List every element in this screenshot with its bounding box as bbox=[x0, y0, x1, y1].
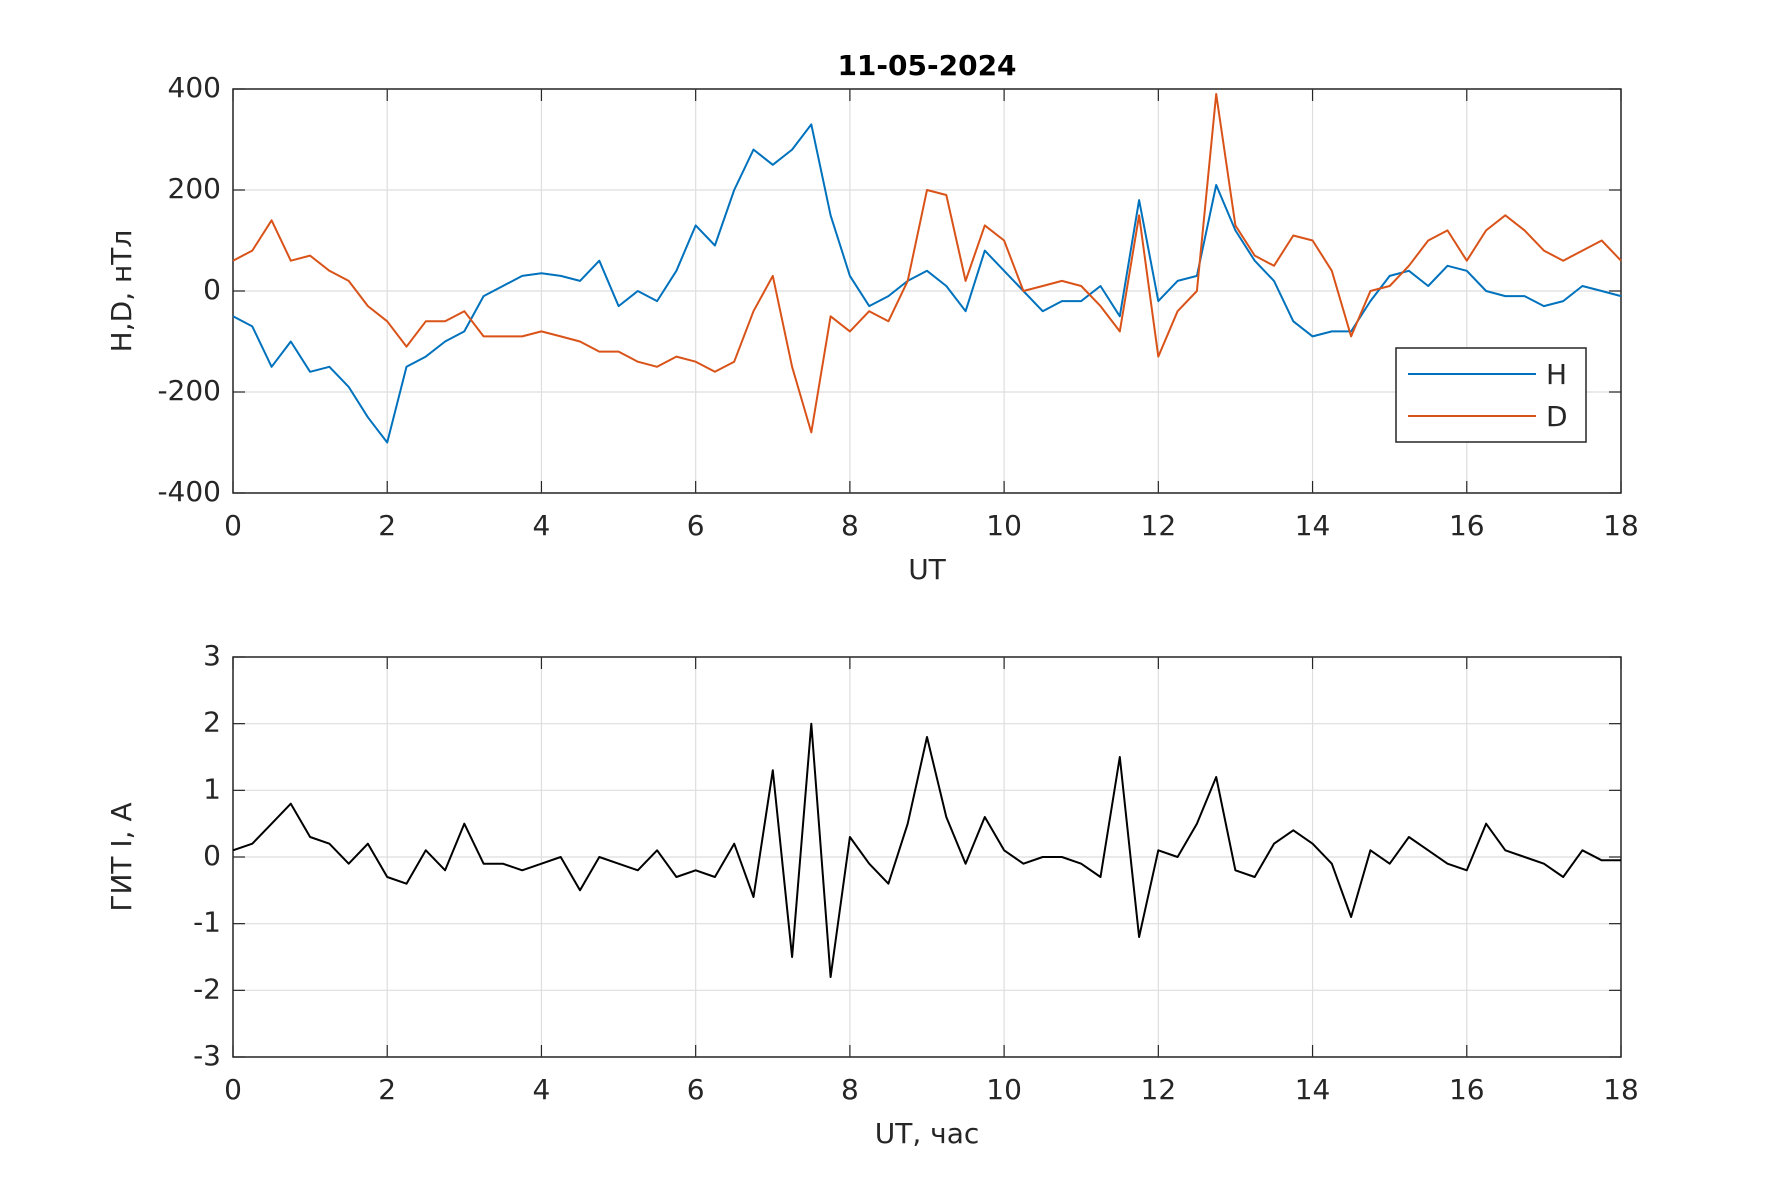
x-tick-label: 6 bbox=[687, 509, 705, 542]
legend-label: H bbox=[1546, 358, 1567, 391]
x-tick-label: 8 bbox=[841, 509, 859, 542]
x-tick-label: 2 bbox=[378, 1073, 396, 1106]
x-tick-label: 16 bbox=[1449, 509, 1485, 542]
x-tick-label: 10 bbox=[986, 1073, 1022, 1106]
x-tick-label: 0 bbox=[224, 509, 242, 542]
x-axis-label: UT bbox=[908, 553, 946, 586]
x-axis-label: UT, час bbox=[875, 1117, 980, 1150]
y-tick-label: -400 bbox=[157, 475, 221, 508]
y-tick-label: -3 bbox=[193, 1039, 221, 1072]
y-tick-label: 0 bbox=[203, 273, 221, 306]
y-tick-label: 1 bbox=[203, 772, 221, 805]
x-tick-label: 16 bbox=[1449, 1073, 1485, 1106]
x-tick-label: 14 bbox=[1295, 509, 1331, 542]
x-tick-label: 4 bbox=[533, 509, 551, 542]
y-tick-label: 0 bbox=[203, 839, 221, 872]
x-tick-label: 8 bbox=[841, 1073, 859, 1106]
x-tick-label: 2 bbox=[378, 509, 396, 542]
y-tick-label: -2 bbox=[193, 972, 221, 1005]
x-tick-label: 14 bbox=[1295, 1073, 1331, 1106]
y-tick-label: 400 bbox=[168, 71, 221, 104]
x-tick-label: 10 bbox=[986, 509, 1022, 542]
x-tick-label: 4 bbox=[533, 1073, 551, 1106]
data-line bbox=[232, 123, 1622, 444]
plot-frame bbox=[232, 88, 1622, 494]
data-line bbox=[232, 93, 1622, 434]
y-tick-label: 2 bbox=[203, 706, 221, 739]
y-tick-label: -1 bbox=[193, 906, 221, 939]
y-tick-label: 200 bbox=[168, 172, 221, 205]
y-axis-label: H,D, нТл bbox=[105, 230, 138, 353]
legend-box bbox=[1395, 347, 1587, 443]
y-tick-label: 3 bbox=[203, 639, 221, 672]
y-tick-label: -200 bbox=[157, 374, 221, 407]
x-tick-label: 18 bbox=[1603, 1073, 1639, 1106]
y-axis-label: ГИТ I, А bbox=[105, 802, 138, 911]
chart-title: 11-05-2024 bbox=[837, 49, 1016, 82]
x-tick-label: 6 bbox=[687, 1073, 705, 1106]
plot-frame bbox=[232, 656, 1622, 1058]
x-tick-label: 12 bbox=[1141, 509, 1177, 542]
legend-label: D bbox=[1546, 400, 1568, 433]
x-tick-label: 12 bbox=[1141, 1073, 1177, 1106]
x-tick-label: 0 bbox=[224, 1073, 242, 1106]
x-tick-label: 18 bbox=[1603, 509, 1639, 542]
data-line bbox=[232, 722, 1621, 978]
